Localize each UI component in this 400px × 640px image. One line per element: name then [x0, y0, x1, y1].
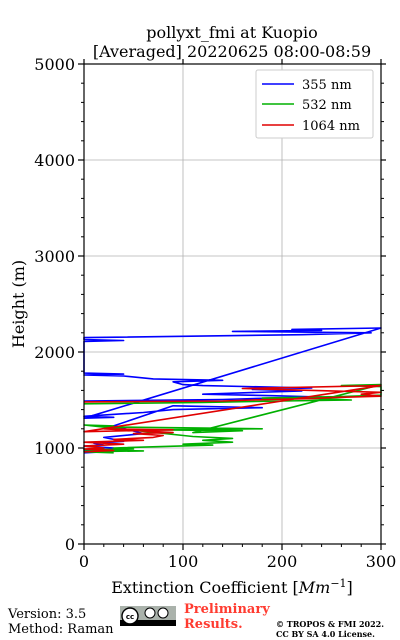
copyright-line-2: CC BY SA 4.0 License.: [276, 629, 375, 639]
legend: 355 nm 532 nm 1064 nm: [255, 69, 374, 139]
copyright-line-1: © TROPOS & FMI 2022.: [276, 619, 385, 629]
cc-by-sa-logo: cc: [120, 606, 176, 626]
chart-subtitle: [Averaged] 20220625 08:00-08:59: [93, 42, 371, 61]
y-tick-label: 0: [65, 535, 75, 554]
x-tick-label: 100: [168, 552, 199, 571]
extinction-chart: pollyxt_fmi at Kuopio [Averaged] 2022062…: [9, 23, 396, 597]
chart-title: pollyxt_fmi at Kuopio: [146, 23, 317, 42]
copyright-note: © TROPOS & FMI 2022. CC BY SA 4.0 Licens…: [276, 619, 384, 639]
y-axis-label: Height (m): [9, 260, 28, 348]
preliminary-line-2: Results.: [184, 617, 243, 632]
legend-label-355: 355 nm: [302, 78, 352, 93]
legend-box: [255, 69, 374, 139]
plot-series: [83, 327, 382, 454]
series-line-2: [83, 384, 382, 453]
series-line-1: [83, 383, 382, 454]
plot-frame: [83, 63, 382, 545]
preliminary-line-1: Preliminary: [184, 602, 270, 617]
preliminary-results-note: Preliminary Results.: [184, 602, 270, 632]
legend-label-1064: 1064 nm: [302, 119, 360, 134]
method-text: Method: Raman: [8, 622, 114, 637]
axis-ticks: [78, 59, 386, 550]
x-axis-label: Extinction Coefficient [Mm−1]: [111, 577, 353, 597]
y-tick-label: 3000: [34, 247, 75, 266]
svg-text:cc: cc: [126, 613, 134, 621]
y-tick-label: 4000: [34, 151, 75, 170]
x-tick-label: 300: [366, 552, 397, 571]
version-text: Version: 3.5: [8, 607, 87, 622]
y-tick-label: 1000: [34, 439, 75, 458]
y-tick-label: 5000: [34, 55, 75, 74]
legend-label-532: 532 nm: [302, 98, 352, 113]
x-tick-label: 0: [79, 552, 89, 571]
y-tick-label: 2000: [34, 343, 75, 362]
x-tick-label: 200: [267, 552, 298, 571]
